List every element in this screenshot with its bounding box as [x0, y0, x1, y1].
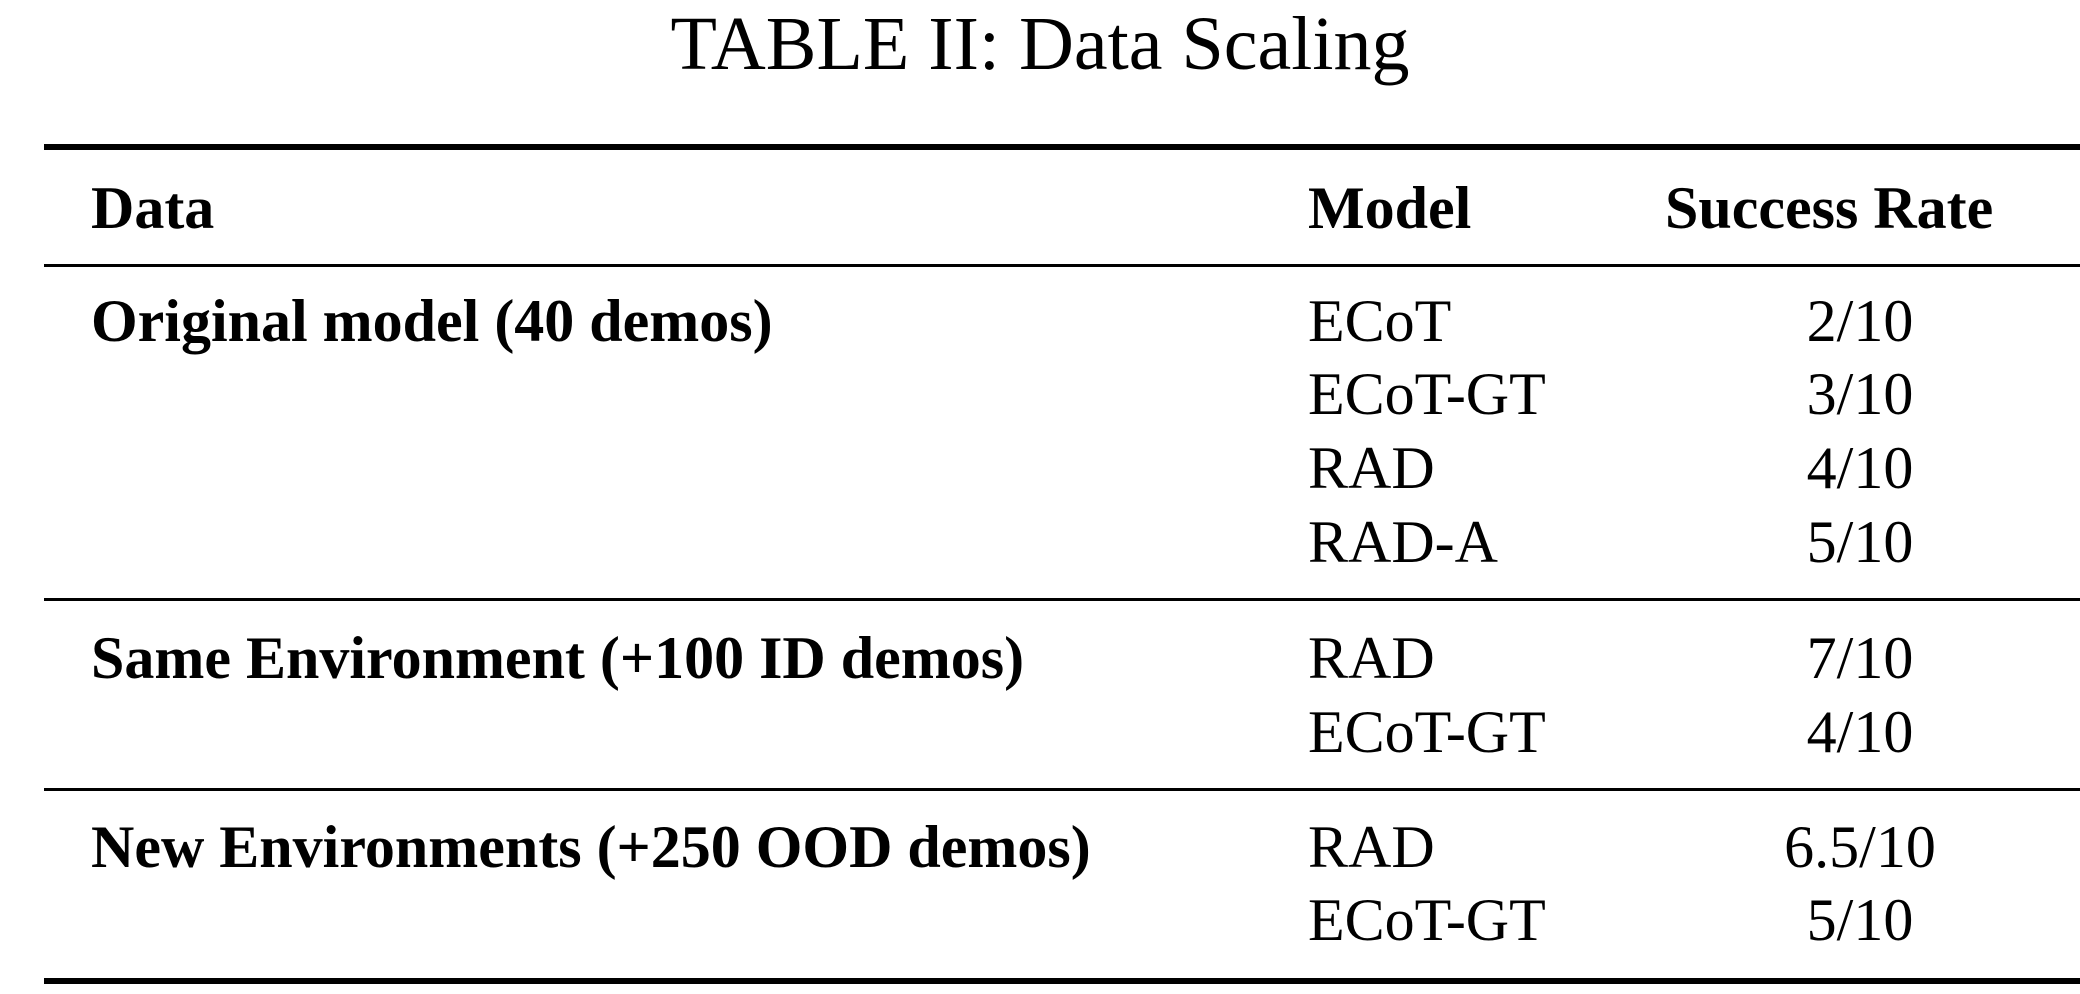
header-success-rate: Success Rate — [1665, 175, 1994, 241]
group-divider — [44, 788, 2080, 791]
success-rate-cell: 4/10 — [1806, 699, 1914, 765]
group-divider — [44, 598, 2080, 601]
success-rate-cell: 6.5/10 — [1784, 814, 1936, 880]
model-cell: RAD-A — [1308, 509, 1498, 575]
success-rate-cell: 7/10 — [1806, 625, 1914, 691]
model-cell: ECoT-GT — [1308, 887, 1546, 953]
success-rate-cell: 5/10 — [1806, 509, 1914, 575]
model-cell: RAD — [1308, 435, 1435, 501]
model-cell: ECoT-GT — [1308, 699, 1546, 765]
model-cell: RAD — [1308, 625, 1435, 691]
bottom-rule — [44, 978, 2080, 984]
success-rate-cell: 4/10 — [1806, 435, 1914, 501]
group-data-label: Same Environment (+100 ID demos) — [91, 625, 1025, 691]
success-rate-cell: 3/10 — [1806, 361, 1914, 427]
group-data-label: Original model (40 demos) — [91, 288, 773, 354]
top-rule — [44, 144, 2080, 150]
model-cell: ECoT — [1308, 288, 1452, 354]
model-cell: RAD — [1308, 814, 1435, 880]
success-rate-cell: 5/10 — [1806, 887, 1914, 953]
group-data-label: New Environments (+250 OOD demos) — [91, 814, 1091, 880]
table-caption: TABLE II: Data Scaling — [670, 2, 1410, 86]
model-cell: ECoT-GT — [1308, 361, 1546, 427]
header-rule — [44, 264, 2080, 267]
success-rate-cell: 2/10 — [1806, 288, 1914, 354]
header-model: Model — [1308, 175, 1472, 241]
header-data: Data — [91, 175, 215, 241]
